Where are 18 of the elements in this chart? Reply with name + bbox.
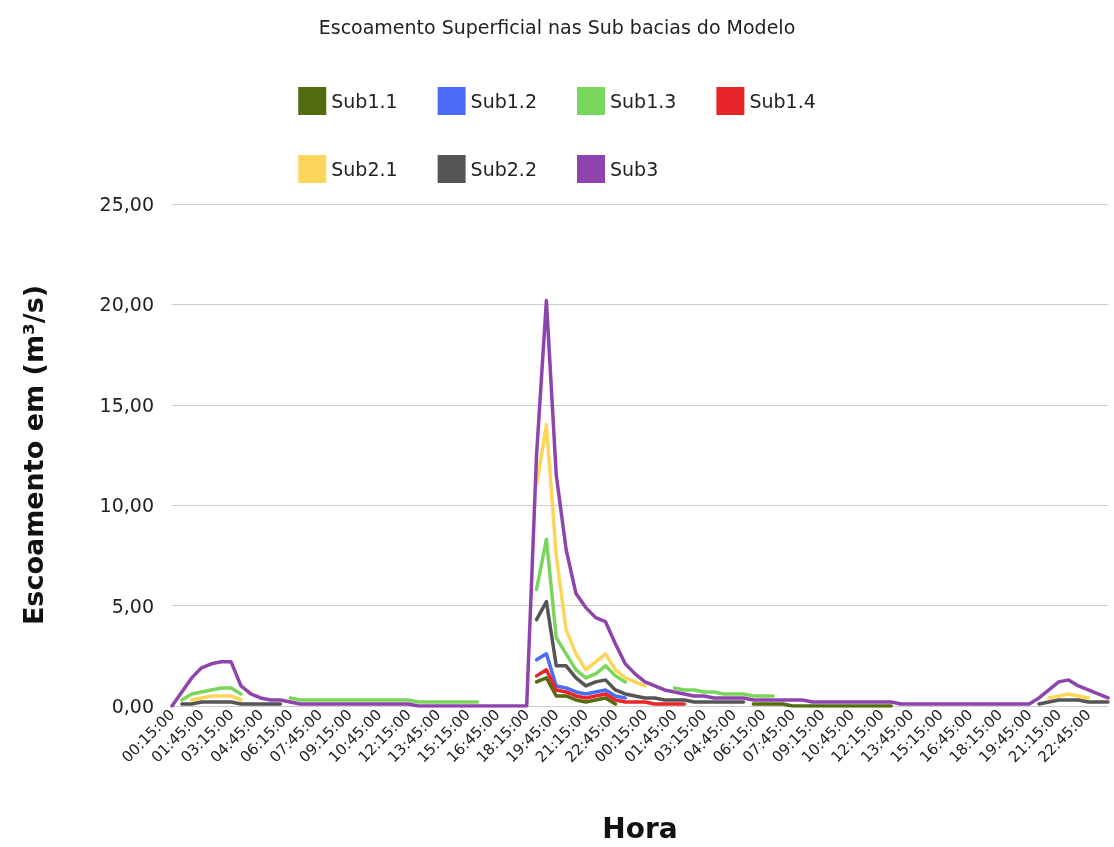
legend-label: Sub3 (610, 158, 659, 180)
line-series (534, 668, 687, 706)
legend-label: Sub1.4 (749, 90, 816, 112)
chart-title: Escoamento Superficial nas Sub bacias do Modelo (318, 15, 796, 38)
y-axis-title: Escoamento em (m³/s) (18, 284, 49, 626)
y-tick-label: 15,00 (99, 393, 154, 416)
legend-label: Sub1.1 (331, 90, 398, 112)
legend-label: Sub1.2 (470, 90, 538, 112)
legend-label: Sub2.2 (470, 158, 538, 180)
legend-label: Sub2.1 (331, 158, 398, 180)
legend-label: Sub1.3 (610, 90, 677, 112)
y-tick-label: 5,00 (111, 594, 154, 617)
x-axis-title: Hora (602, 811, 678, 845)
y-tick-label: 10,00 (99, 494, 154, 517)
line-series (170, 298, 1110, 708)
y-tick-label: 25,00 (99, 193, 154, 215)
line-series (534, 652, 627, 700)
y-tick-label: 20,00 (99, 293, 154, 316)
